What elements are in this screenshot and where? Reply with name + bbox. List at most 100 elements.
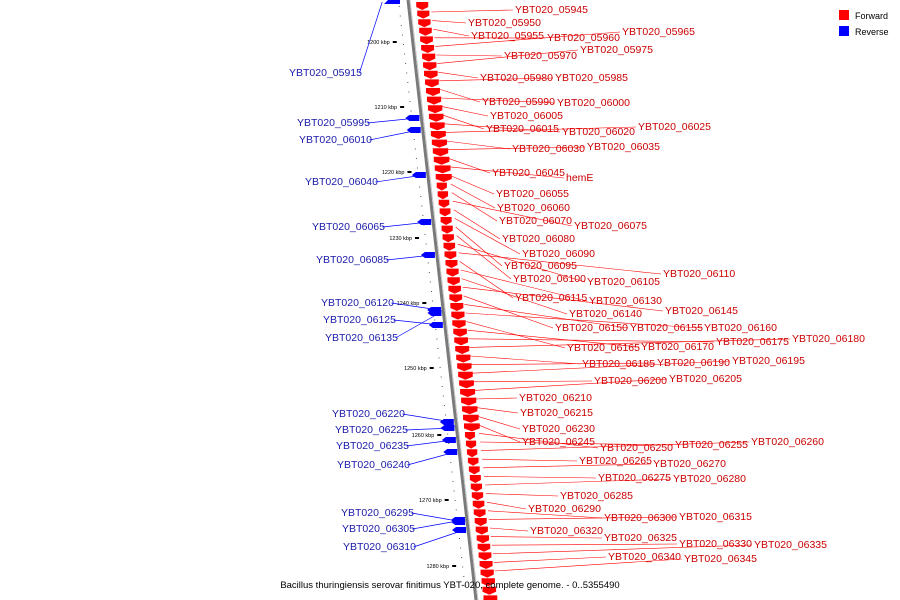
forward-gene-label: YBT020_05990 — [482, 96, 555, 108]
reverse-feature — [420, 252, 435, 258]
legend: Forward Reverse — [839, 10, 889, 37]
forward-feature — [444, 251, 457, 260]
forward-gene-label: YBT020_06185 — [582, 358, 655, 370]
forward-feature — [455, 346, 470, 354]
forward-leader-line — [452, 200, 573, 227]
reverse-leader-line — [367, 117, 418, 124]
forward-feature — [458, 371, 473, 380]
reverse-feature — [443, 449, 458, 455]
forward-leader-line — [444, 123, 561, 133]
ruler-minor-tick — [443, 405, 445, 406]
ruler-minor-tick — [398, 6, 400, 7]
forward-feature — [467, 457, 479, 466]
forward-feature — [431, 139, 448, 148]
forward-gene-label: YBT020_06300 — [604, 512, 677, 524]
ruler-minor-tick — [437, 348, 439, 349]
ruler-minor-tick — [404, 53, 406, 55]
forward-leader-line — [463, 295, 554, 329]
forward-feature — [474, 518, 487, 526]
forward-leader-line — [476, 407, 519, 414]
forward-leader-line — [470, 355, 581, 365]
reverse-leader-line — [402, 413, 452, 423]
forward-gene-label: YBT020_06325 — [604, 532, 677, 544]
forward-leader-line — [464, 304, 629, 329]
forward-feature — [437, 191, 449, 200]
forward-leader-line — [477, 415, 521, 430]
forward-leader-line — [456, 235, 512, 280]
ruler-label: 1210 kbp — [374, 105, 397, 111]
forward-leader-line — [450, 183, 496, 209]
forward-feature — [420, 36, 433, 45]
forward-leader-line — [485, 493, 559, 497]
forward-leader-line — [491, 543, 678, 546]
forward-feature — [456, 354, 471, 363]
forward-leader-line — [465, 312, 703, 329]
forward-gene-label: YBT020_06280 — [673, 473, 746, 485]
forward-feature — [453, 328, 467, 337]
forward-feature — [463, 423, 480, 432]
forward-gene-label: YBT020_06290 — [528, 503, 601, 515]
reverse-leader-line — [406, 439, 454, 447]
ruler-minor-tick — [451, 471, 453, 473]
reverse-leader-line — [393, 319, 441, 326]
forward-leader-line — [445, 140, 511, 150]
reverse-gene-label: YBT020_06305 — [342, 523, 415, 535]
ruler-minor-tick — [448, 443, 450, 444]
forward-leader-line — [442, 106, 489, 117]
reverse-gene-label: YBT020_06295 — [341, 507, 414, 519]
reverse-gene-label: YBT020_06135 — [325, 332, 398, 344]
forward-feature — [428, 113, 444, 122]
forward-leader-line — [475, 397, 518, 400]
forward-feature — [426, 96, 442, 105]
reverse-gene-label: YBT020_06010 — [299, 134, 372, 146]
reverse-leader-line — [382, 221, 430, 228]
forward-gene-label: YBT020_06170 — [641, 341, 714, 353]
ruler-label: 1280 kbp — [427, 564, 450, 570]
genome-backbone-highlight — [409, 0, 479, 600]
reverse-leader-line — [375, 174, 424, 183]
forward-feature — [481, 578, 495, 587]
forward-leader-line — [472, 360, 731, 374]
reverse-leader-line — [407, 451, 456, 466]
ruler-label: 1260 kbp — [412, 433, 435, 439]
reverse-gene-label: YBT020_05915 — [289, 67, 362, 79]
reverse-leader-line — [412, 519, 463, 530]
ruler-major-tick — [429, 367, 434, 369]
forward-feature — [469, 475, 481, 483]
ruler-minor-tick — [420, 196, 422, 197]
forward-gene-label: YBT020_06080 — [502, 233, 575, 245]
ruler-major-tick — [414, 237, 419, 239]
ruler-minor-tick — [406, 72, 408, 74]
ruler-minor-tick — [413, 139, 415, 140]
forward-feature — [439, 208, 451, 217]
forward-leader-line — [488, 516, 678, 520]
forward-feature — [443, 242, 456, 251]
forward-gene-label: YBT020_06195 — [732, 355, 805, 367]
forward-leader-line — [486, 501, 527, 510]
forward-gene-label: YBT020_06055 — [496, 188, 569, 200]
ruler-minor-tick — [401, 34, 403, 36]
forward-leader-line — [478, 424, 521, 443]
forward-gene-label: YBT020_06210 — [519, 392, 592, 404]
forward-feature — [457, 363, 472, 372]
forward-gene-label: YBT020_06180 — [792, 333, 865, 345]
forward-feature — [475, 526, 488, 535]
forward-feature — [466, 449, 478, 458]
legend-reverse-label: Reverse — [855, 27, 889, 37]
reverse-feature — [427, 310, 442, 316]
ruler-minor-tick — [434, 319, 436, 321]
ruler-minor-tick — [440, 376, 442, 378]
forward-leader-line — [447, 157, 491, 174]
forward-feature — [468, 466, 480, 475]
reverse-gene-label: YBT020_06120 — [321, 297, 394, 309]
legend-forward-label: Forward — [855, 11, 888, 21]
ruler-major-tick — [407, 171, 412, 173]
reverse-gene-label: YBT020_06225 — [335, 424, 408, 436]
genome-caption: Bacillus thuringiensis serovar finitimus… — [280, 580, 619, 591]
forward-gene-label: YBT020_05945 — [515, 4, 588, 16]
forward-gene-label: YBT020_06175 — [716, 336, 789, 348]
forward-feature — [464, 432, 475, 440]
ruler-major-tick — [444, 499, 449, 501]
forward-feature — [440, 217, 452, 225]
